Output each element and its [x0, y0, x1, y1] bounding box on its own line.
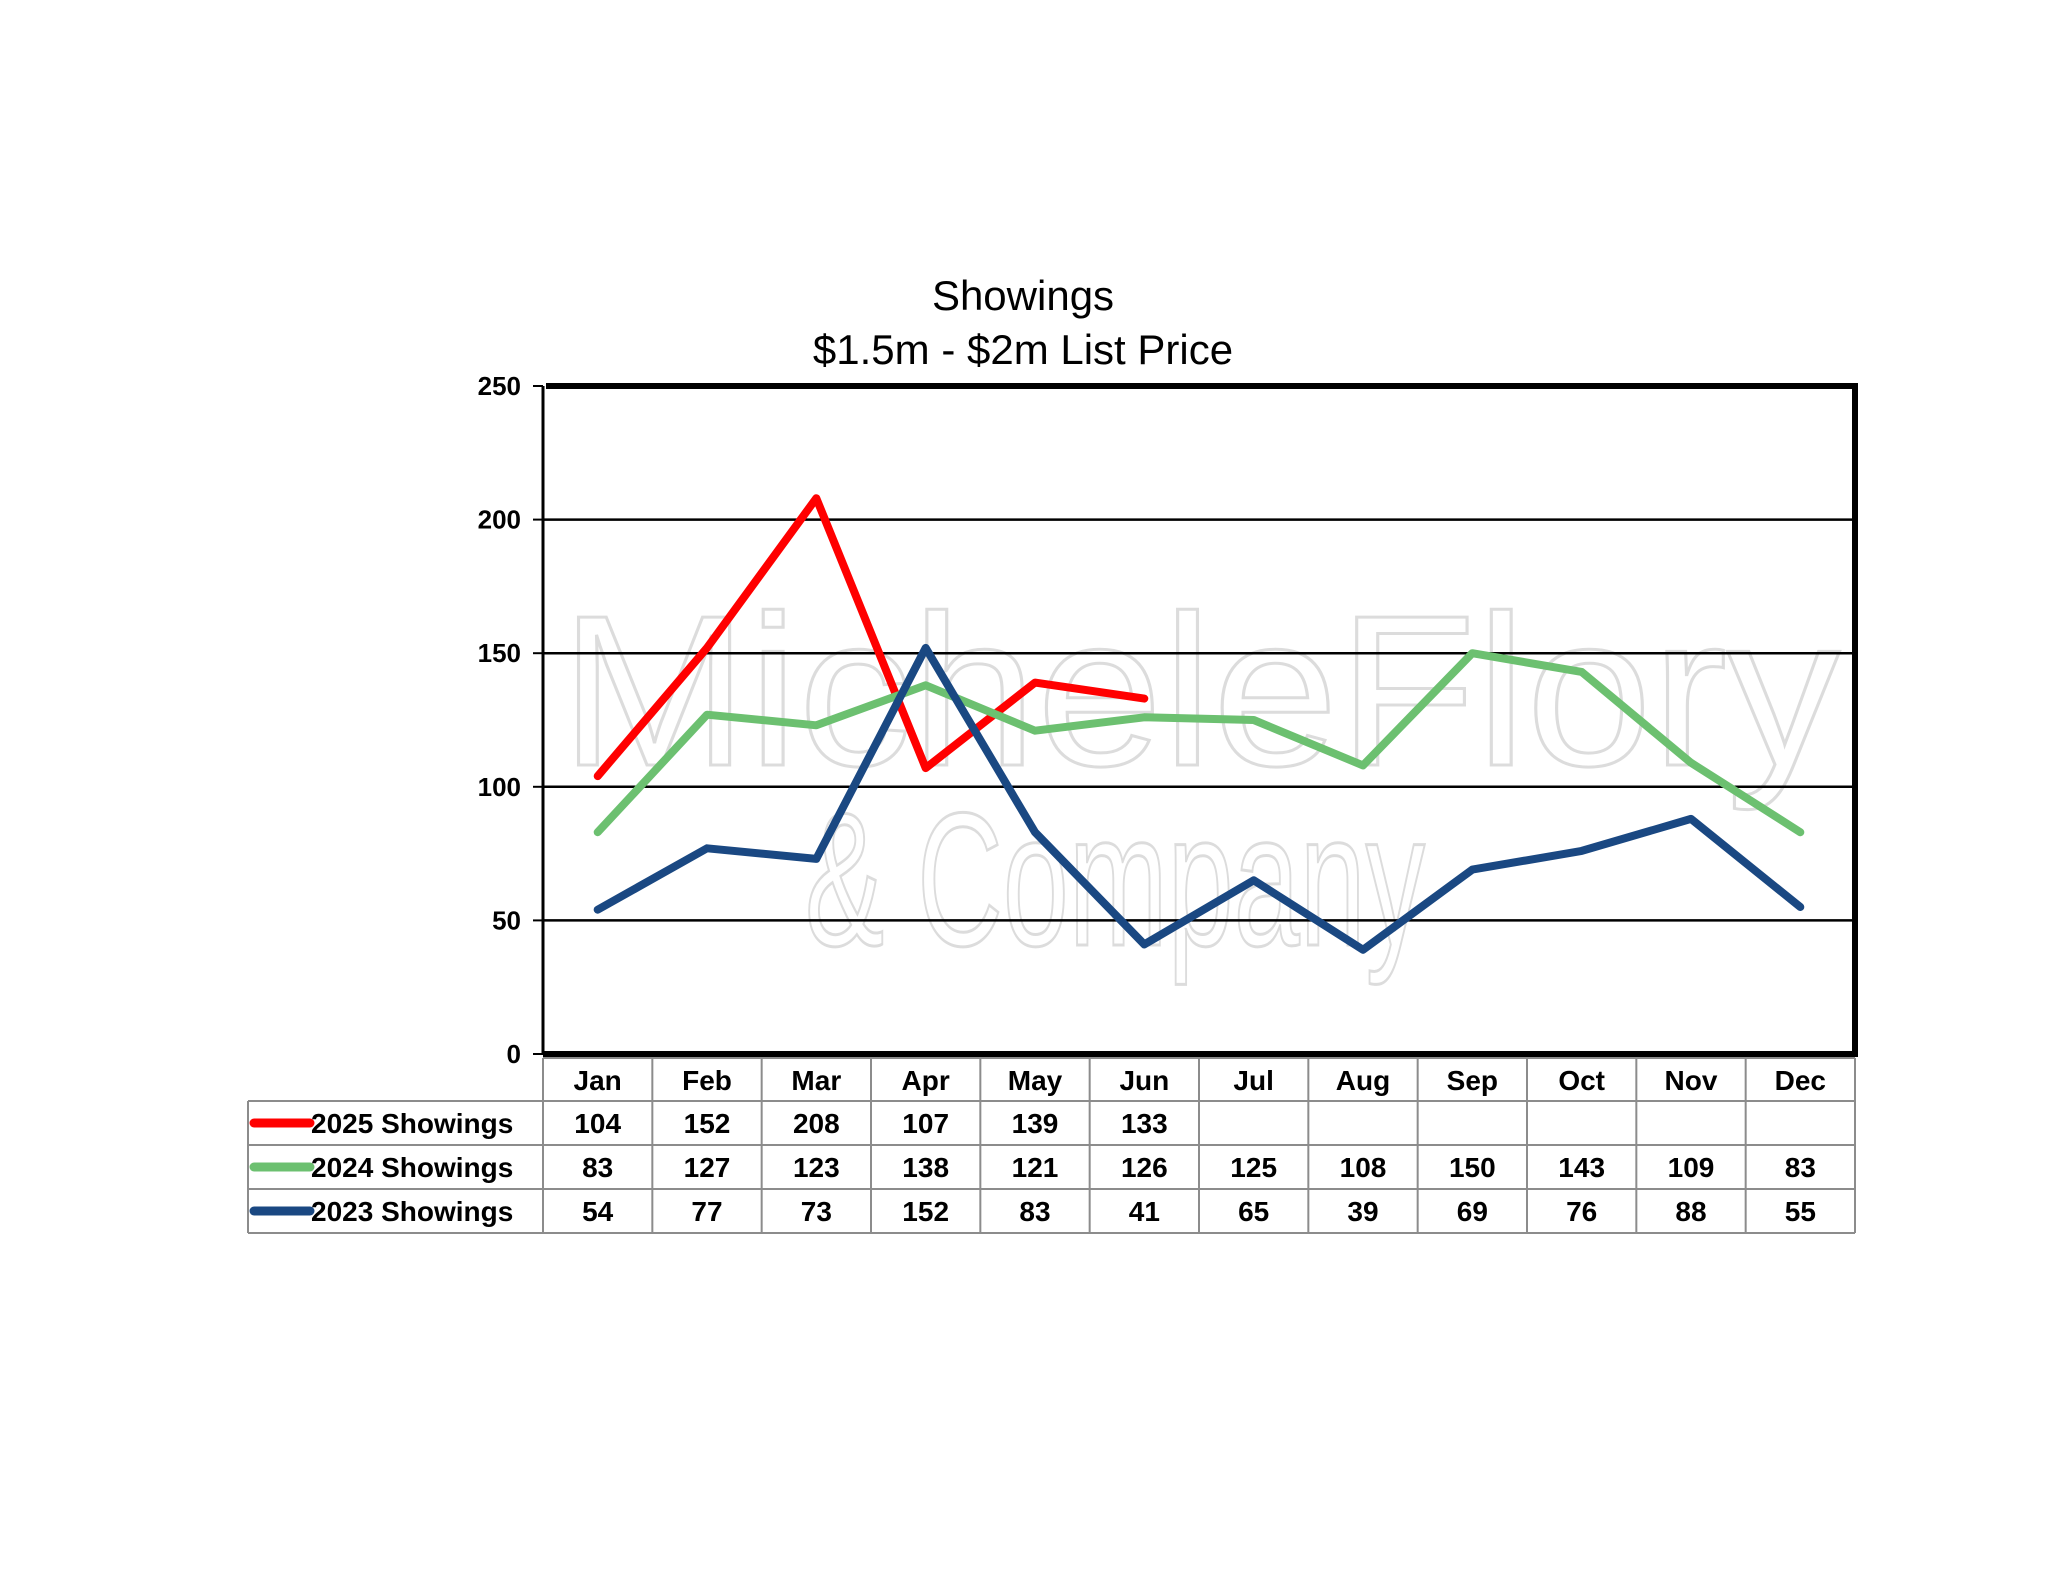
x-tick-label: Jan [574, 1065, 622, 1096]
table-cell: 121 [1012, 1152, 1059, 1183]
table-cell: 208 [793, 1108, 840, 1139]
watermark-logo: MicheleFlory & Company [559, 569, 1843, 988]
legend-label-2: 2023 Showings [311, 1196, 513, 1227]
table-cell: 104 [574, 1108, 621, 1139]
table-cell: 83 [582, 1152, 613, 1183]
series-lines [593, 494, 1805, 954]
y-axis: 0 50 100 150 200 250 [478, 371, 543, 1069]
table-cell: 83 [1785, 1152, 1816, 1183]
legend-label-1: 2024 Showings [311, 1152, 513, 1183]
table-cell: 55 [1785, 1196, 1816, 1227]
table-cell: 108 [1340, 1152, 1387, 1183]
table-cell: 88 [1675, 1196, 1706, 1227]
table-cell: 83 [1019, 1196, 1050, 1227]
data-table: Jan Feb Mar Apr May Jun Jul Aug Sep Oct Nov Dec 2025… [247, 1057, 1856, 1234]
x-tick-label: Aug [1336, 1065, 1390, 1096]
table-cell: 109 [1668, 1152, 1715, 1183]
table-cell: 41 [1129, 1196, 1160, 1227]
x-tick-label: Jul [1233, 1065, 1273, 1096]
x-tick-label: May [1008, 1065, 1063, 1096]
table-cell: 127 [684, 1152, 731, 1183]
table-cell: 126 [1121, 1152, 1168, 1183]
watermark-line-2: & Company [805, 774, 1425, 986]
table-cell: 73 [801, 1196, 832, 1227]
table-cell: 54 [582, 1196, 614, 1227]
watermark-line-1: MicheleFlory [560, 570, 1841, 811]
legend-label-0: 2025 Showings [311, 1108, 513, 1139]
table-cell: 123 [793, 1152, 840, 1183]
gridlines [543, 518, 1855, 922]
table-cell: 107 [902, 1108, 949, 1139]
x-tick-label: Nov [1665, 1065, 1718, 1096]
y-tick-label: 100 [478, 772, 521, 802]
table-cell: 76 [1566, 1196, 1597, 1227]
table-cell: 69 [1457, 1196, 1488, 1227]
table-cell: 150 [1449, 1152, 1496, 1183]
table-cell: 77 [691, 1196, 722, 1227]
table-cell: 39 [1347, 1196, 1378, 1227]
x-tick-label: Oct [1558, 1065, 1605, 1096]
y-tick-label: 150 [478, 638, 521, 668]
chart-title-line-1: Showings [932, 272, 1114, 319]
y-tick-label: 0 [507, 1039, 521, 1069]
x-tick-label: Feb [682, 1065, 732, 1096]
x-tick-label: Sep [1447, 1065, 1498, 1096]
table-cell: 133 [1121, 1108, 1168, 1139]
table-cell: 152 [684, 1108, 731, 1139]
x-tick-label: Dec [1775, 1065, 1826, 1096]
table-cell: 138 [902, 1152, 949, 1183]
series-line-0 [593, 494, 1149, 781]
plot-frame [541, 383, 1858, 1057]
x-tick-label: Mar [791, 1065, 841, 1096]
series-line-1 [593, 649, 1805, 837]
table-cell: 65 [1238, 1196, 1269, 1227]
y-tick-label: 200 [478, 505, 521, 535]
table-cell: 143 [1558, 1152, 1605, 1183]
table-cell: 139 [1012, 1108, 1059, 1139]
chart-title: Showings $1.5m - $2m List Price [813, 272, 1233, 373]
table-cell: 152 [902, 1196, 949, 1227]
y-tick-label: 250 [478, 371, 521, 401]
table-cell: 125 [1230, 1152, 1277, 1183]
x-tick-label: Apr [902, 1065, 950, 1096]
x-tick-label: Jun [1119, 1065, 1169, 1096]
y-tick-label: 50 [492, 905, 521, 935]
chart-title-line-2: $1.5m - $2m List Price [813, 326, 1233, 373]
series-line-2 [593, 643, 1805, 954]
